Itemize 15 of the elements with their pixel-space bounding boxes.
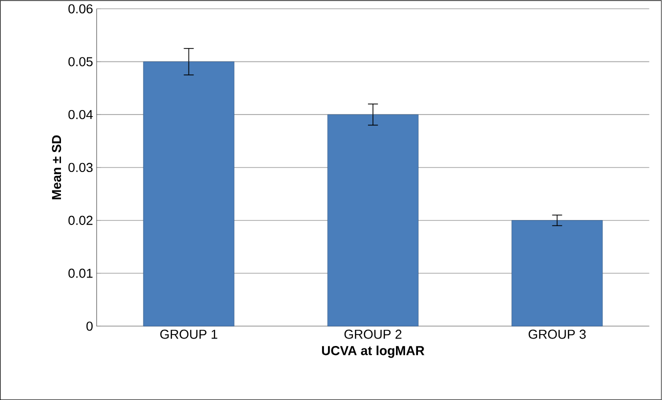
y-axis-title: Mean ± SD (52, 135, 62, 200)
y-tick-label: 0.02 (68, 216, 92, 225)
y-tick-label: 0.06 (68, 4, 93, 14)
y-tick-label: 0.01 (68, 268, 93, 278)
x-tick-label: GROUP 2 (344, 330, 402, 339)
y-tick-label: 0 (86, 322, 93, 331)
x-tick-label: GROUP 3 (528, 330, 586, 339)
bar (327, 114, 418, 326)
y-tick-label: 0.05 (68, 57, 93, 66)
y-tick-label: 0.04 (68, 110, 93, 120)
bar (512, 220, 603, 326)
y-tick-label: 0.03 (68, 162, 93, 172)
bar (143, 61, 234, 326)
x-tick-label: GROUP 1 (160, 330, 218, 339)
x-axis-title: UCVA at logMAR (322, 346, 424, 358)
